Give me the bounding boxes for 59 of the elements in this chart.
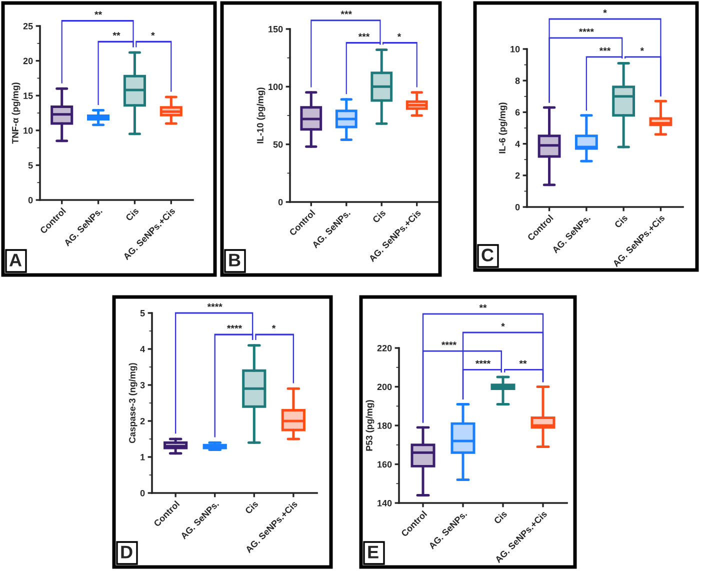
x-tick-label: Cis [493,510,508,524]
y-axis-title: IL-10 (pg/mg) [256,88,266,144]
y-tick-label: 25 [23,22,33,30]
x-tick-label: Cis [614,214,628,228]
text: C [482,248,494,262]
y-tick-label: 15 [24,92,33,99]
y-tick-label: 1 [140,454,145,460]
y-tick-label: 150 [268,26,283,32]
text: ** [94,11,102,15]
y-tick-label: 100 [268,84,283,90]
y-tick-label: 4 [515,140,520,148]
y-tick-label: 3 [140,382,145,388]
text: * [501,323,505,327]
y-tick-label: 0 [28,196,33,204]
y-tick-label: 0 [278,198,283,206]
x-tick-label: Cis [244,500,259,514]
annotation: **** [226,324,242,329]
text: **** [441,342,457,346]
y-tick-label: 10 [24,127,33,134]
y-tick-label: 5 [28,162,33,169]
y-tick-label: 4 [140,346,146,352]
annotation: * [640,47,644,52]
y-tick-label: 20 [23,58,33,64]
text: *** [340,10,352,14]
y-tick-label: 8 [515,78,520,84]
x-tick-label: Cis [125,207,140,222]
y-tick-label: 0 [140,490,145,496]
text: **** [578,28,594,32]
text: D [121,546,132,558]
y-tick-label: 2 [515,172,520,179]
text: ** [479,304,487,308]
y-axis-title: IL-6 (pg/mg) [498,102,508,154]
y-tick-label: 6 [515,109,520,116]
annotation: ** [112,32,120,36]
y-axis-title: P53 (pg/mg) [366,400,374,451]
y-tick-label: 10 [510,46,520,52]
y-tick-label: 180 [378,422,392,429]
annotation: *** [599,47,611,52]
y-tick-label: 0 [515,204,520,210]
annotation: **** [475,360,491,364]
text: **** [207,303,222,308]
text: E [368,546,378,558]
y-tick-label: 140 [378,500,392,506]
y-axis-title: Caspase-3 (ng/mg) [128,363,138,444]
annotation: *** [358,33,370,37]
y-tick-label: 2 [140,418,145,424]
y-tick-label: 160 [378,461,392,468]
text: * [603,9,607,14]
text: A [9,254,22,266]
y-tick-label: 200 [377,384,392,390]
annotation: * [151,32,155,36]
annotation: * [397,33,402,37]
annotation: * [272,324,276,329]
annotation: ** [519,360,527,364]
y-tick-label: 220 [377,344,392,352]
y-axis-title: TNF-α (pg/mg) [12,82,20,144]
y-tick-label: 50 [273,141,283,148]
text: B [229,254,240,266]
y-tick-label: 5 [140,310,145,316]
